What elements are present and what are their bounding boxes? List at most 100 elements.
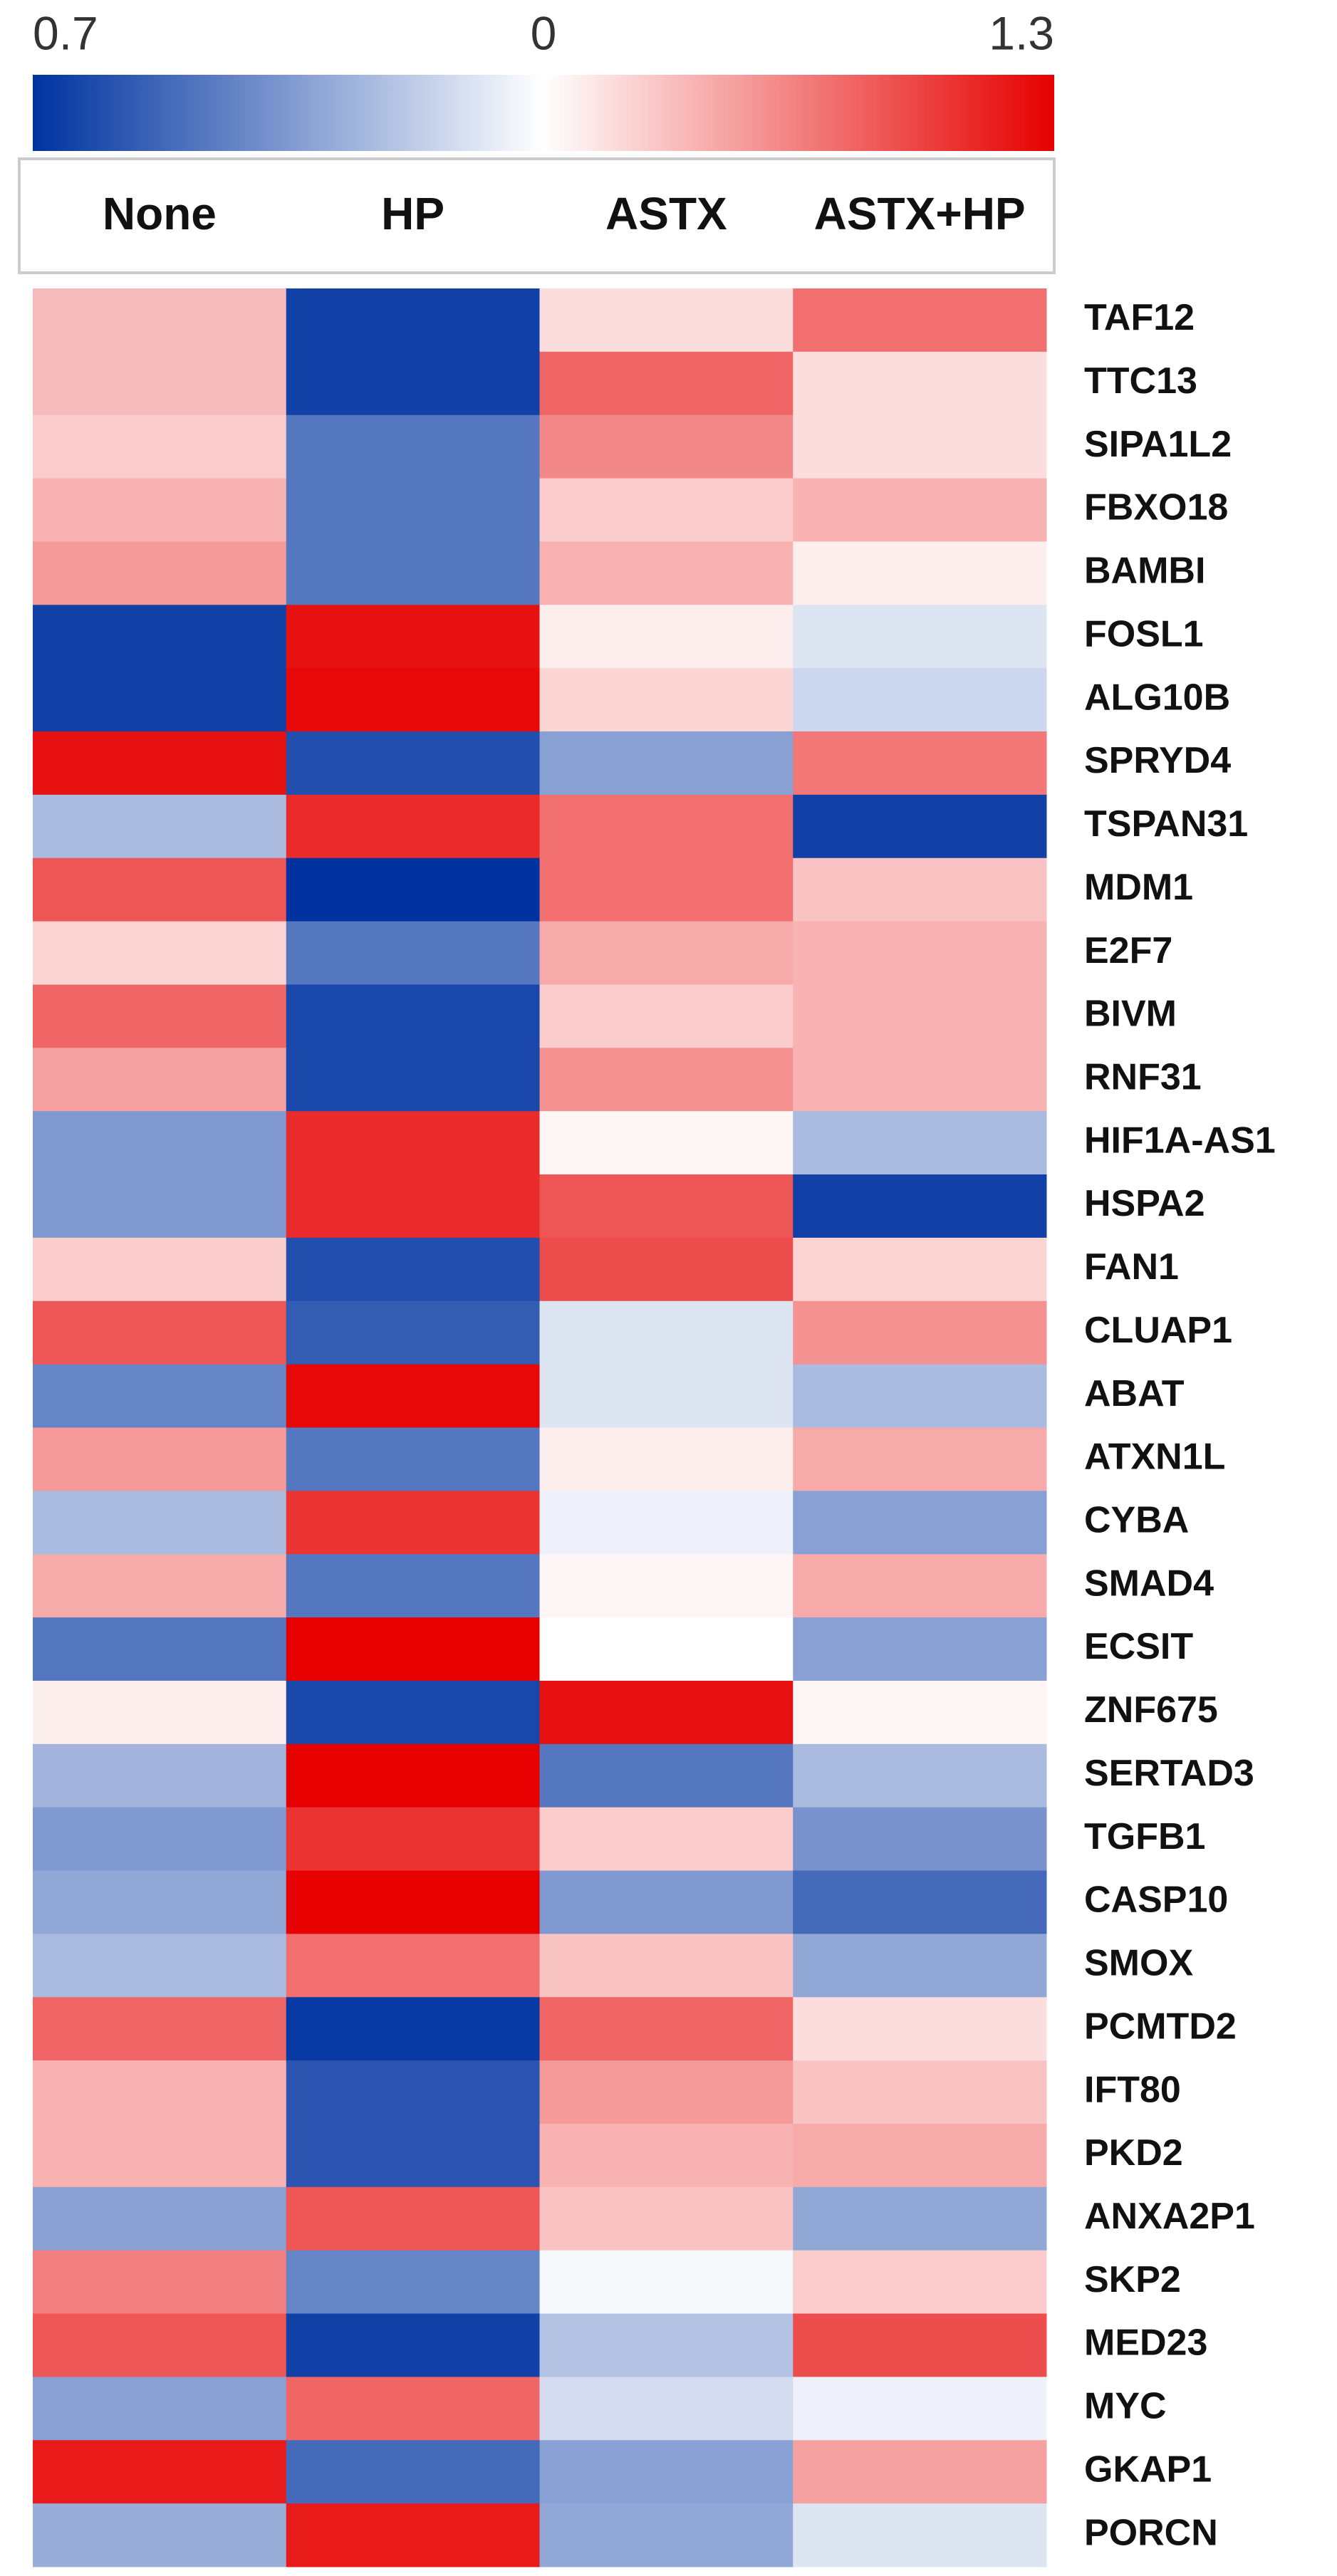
- column-label: ASTX: [605, 188, 727, 239]
- heatmap-cell: [33, 731, 287, 796]
- heatmap-cell: [793, 1680, 1047, 1745]
- heatmap-cell: [539, 605, 794, 669]
- heatmap-cell: [33, 1364, 287, 1428]
- heatmap-cell: [539, 1300, 794, 1365]
- heatmap-cell: [286, 2440, 540, 2504]
- row-label: PORCN: [1084, 2512, 1218, 2553]
- column-label: None: [103, 188, 217, 239]
- heatmap-cell: [793, 2377, 1047, 2441]
- heatmap-cell: [33, 921, 287, 985]
- row-label: IFT80: [1084, 2069, 1181, 2110]
- heatmap-cell: [793, 1111, 1047, 1175]
- heatmap-cell: [539, 1111, 794, 1175]
- heatmap-cell: [286, 668, 540, 732]
- heatmap-cell: [539, 794, 794, 859]
- heatmap-cell: [539, 921, 794, 985]
- heatmap-cell: [33, 1554, 287, 1618]
- heatmap-cell: [286, 731, 540, 796]
- heatmap-cell: [33, 288, 287, 353]
- colorbar-tick-label: 1.3: [989, 6, 1054, 59]
- heatmap-cell: [539, 1554, 794, 1618]
- heatmap-cell: [286, 1048, 540, 1112]
- heatmap-cell: [286, 541, 540, 605]
- row-label: ABAT: [1084, 1373, 1185, 1414]
- heatmap-cell: [286, 414, 540, 479]
- heatmap-cell: [286, 1237, 540, 1302]
- heatmap-cell: [793, 414, 1047, 479]
- heatmap-cell: [286, 1174, 540, 1239]
- heatmap-cell: [33, 2503, 287, 2567]
- heatmap-cell: [539, 1997, 794, 2061]
- heatmap-cell: [539, 1934, 794, 1998]
- row-label: ZNF675: [1084, 1689, 1218, 1731]
- heatmap-cell: [286, 1300, 540, 1365]
- row-label: CYBA: [1084, 1500, 1189, 1541]
- row-label: ATXN1L: [1084, 1436, 1225, 1478]
- heatmap-cell: [33, 1427, 287, 1491]
- heatmap-cell: [793, 1743, 1047, 1808]
- heatmap-cell: [539, 414, 794, 479]
- heatmap-cell: [286, 288, 540, 353]
- heatmap-cell: [793, 1237, 1047, 1302]
- row-label: SPRYD4: [1084, 740, 1231, 781]
- heatmap-cell: [539, 288, 794, 353]
- heatmap-cell: [539, 2060, 794, 2124]
- row-label: SMOX: [1084, 1943, 1193, 1984]
- row-label: CASP10: [1084, 1879, 1228, 1921]
- heatmap-cell: [539, 1174, 794, 1239]
- heatmap-cell: [286, 921, 540, 985]
- heatmap-cell: [286, 1997, 540, 2061]
- heatmap-cell: [793, 2123, 1047, 2188]
- heatmap-cell: [33, 351, 287, 416]
- heatmap-cell: [793, 1807, 1047, 1872]
- heatmap-cell: [286, 1427, 540, 1491]
- row-label: TGFB1: [1084, 1816, 1205, 1857]
- heatmap-cell: [33, 1934, 287, 1998]
- row-label: GKAP1: [1084, 2449, 1212, 2490]
- heatmap-cell: [793, 1427, 1047, 1491]
- heatmap-cell: [286, 2123, 540, 2188]
- row-label: PCMTD2: [1084, 2006, 1237, 2047]
- heatmap-cell: [539, 478, 794, 542]
- header-box: [18, 157, 1056, 274]
- heatmap-cell: [33, 1617, 287, 1681]
- heatmap-cell: [33, 2440, 287, 2504]
- row-label: MDM1: [1084, 867, 1193, 908]
- row-label: E2F7: [1084, 930, 1172, 971]
- heatmap-cell: [793, 1364, 1047, 1428]
- heatmap-cell: [33, 794, 287, 859]
- heatmap-cell: [539, 1807, 794, 1872]
- heatmap-cell: [539, 2250, 794, 2315]
- heatmap-cell: [539, 731, 794, 796]
- heatmap-cell: [539, 1680, 794, 1745]
- row-label: FAN1: [1084, 1246, 1179, 1288]
- heatmap-cell: [286, 605, 540, 669]
- heatmap-cell: [539, 2377, 794, 2441]
- heatmap-cell: [793, 2313, 1047, 2377]
- heatmap-cell: [539, 857, 794, 922]
- column-label: HP: [381, 188, 444, 239]
- heatmap-cell: [539, 1427, 794, 1491]
- row-label: MED23: [1084, 2322, 1207, 2364]
- heatmap-cell: [33, 857, 287, 922]
- heatmap-cell: [33, 1174, 287, 1239]
- heatmap-cell: [793, 1934, 1047, 1998]
- row-label: SERTAD3: [1084, 1753, 1254, 1794]
- heatmap-cell: [539, 1870, 794, 1934]
- heatmap-cell: [286, 2377, 540, 2441]
- heatmap-cell: [286, 1743, 540, 1808]
- heatmap-cell: [793, 605, 1047, 669]
- heatmap-cell: [286, 2060, 540, 2124]
- heatmap-cell: [33, 2186, 287, 2251]
- heatmap-cell: [793, 1870, 1047, 1934]
- heatmap-cell: [793, 2440, 1047, 2504]
- heatmap-cell: [539, 1048, 794, 1112]
- heatmap-cell: [286, 2186, 540, 2251]
- heatmap-cell: [286, 857, 540, 922]
- row-label: PKD2: [1084, 2132, 1183, 2174]
- row-label: ANXA2P1: [1084, 2196, 1255, 2237]
- row-label: ALG10B: [1084, 677, 1230, 718]
- heatmap-cell: [33, 2123, 287, 2188]
- heatmap-cell: [33, 605, 287, 669]
